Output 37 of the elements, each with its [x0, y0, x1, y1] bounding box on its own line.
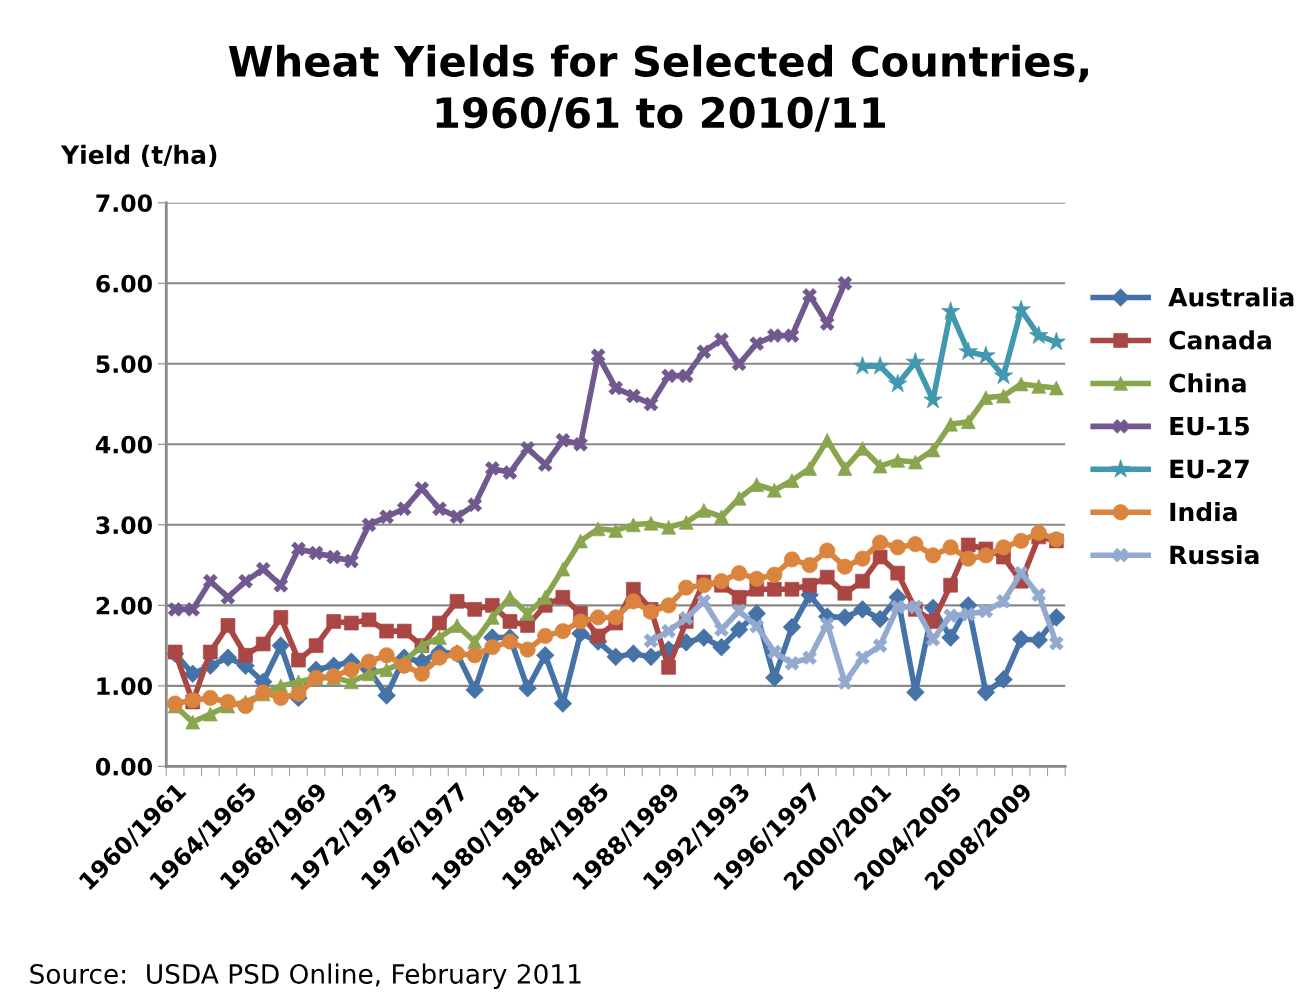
chart-title: Wheat Yields for Selected Countries, 1960/61 to 2010/11 [228, 44, 1088, 132]
legend-label: EU-27 [1170, 459, 1249, 479]
point [978, 390, 994, 405]
y-tick-label: 1.00 [97, 677, 152, 696]
point [273, 610, 289, 625]
point [1029, 630, 1048, 650]
y-tick-label: 2.00 [96, 596, 152, 615]
point [238, 647, 253, 663]
legend-label: China [1169, 373, 1246, 393]
source-note: Source: USDA PSD Online, February 2011 [30, 963, 581, 990]
point [343, 661, 360, 678]
point [590, 628, 606, 644]
point [835, 608, 855, 627]
point [271, 636, 291, 655]
point [467, 602, 483, 617]
legend-label: India [1170, 502, 1237, 522]
y-axis-title: Yield (t/ha) [60, 144, 217, 168]
point [607, 609, 624, 626]
y-tick-label: 0.00 [95, 757, 152, 776]
point [837, 585, 853, 601]
legend-label: Australia [1168, 287, 1294, 307]
y-tick-label: 7.00 [96, 194, 152, 213]
point [729, 620, 749, 639]
y-tick-label: 6.00 [96, 274, 152, 293]
y-tick-label: 3.00 [96, 516, 152, 535]
y-tick-label: 4.00 [95, 435, 152, 454]
point [889, 539, 906, 556]
point [379, 623, 394, 639]
point [802, 577, 817, 593]
point [255, 636, 271, 652]
legend-label: Russia [1170, 544, 1259, 565]
legend-label: EU-15 [1170, 416, 1249, 436]
legend-label: Canada [1169, 330, 1271, 350]
point [731, 590, 747, 605]
point [449, 594, 465, 609]
point [396, 623, 412, 639]
y-tick-label: 5.00 [96, 355, 152, 374]
